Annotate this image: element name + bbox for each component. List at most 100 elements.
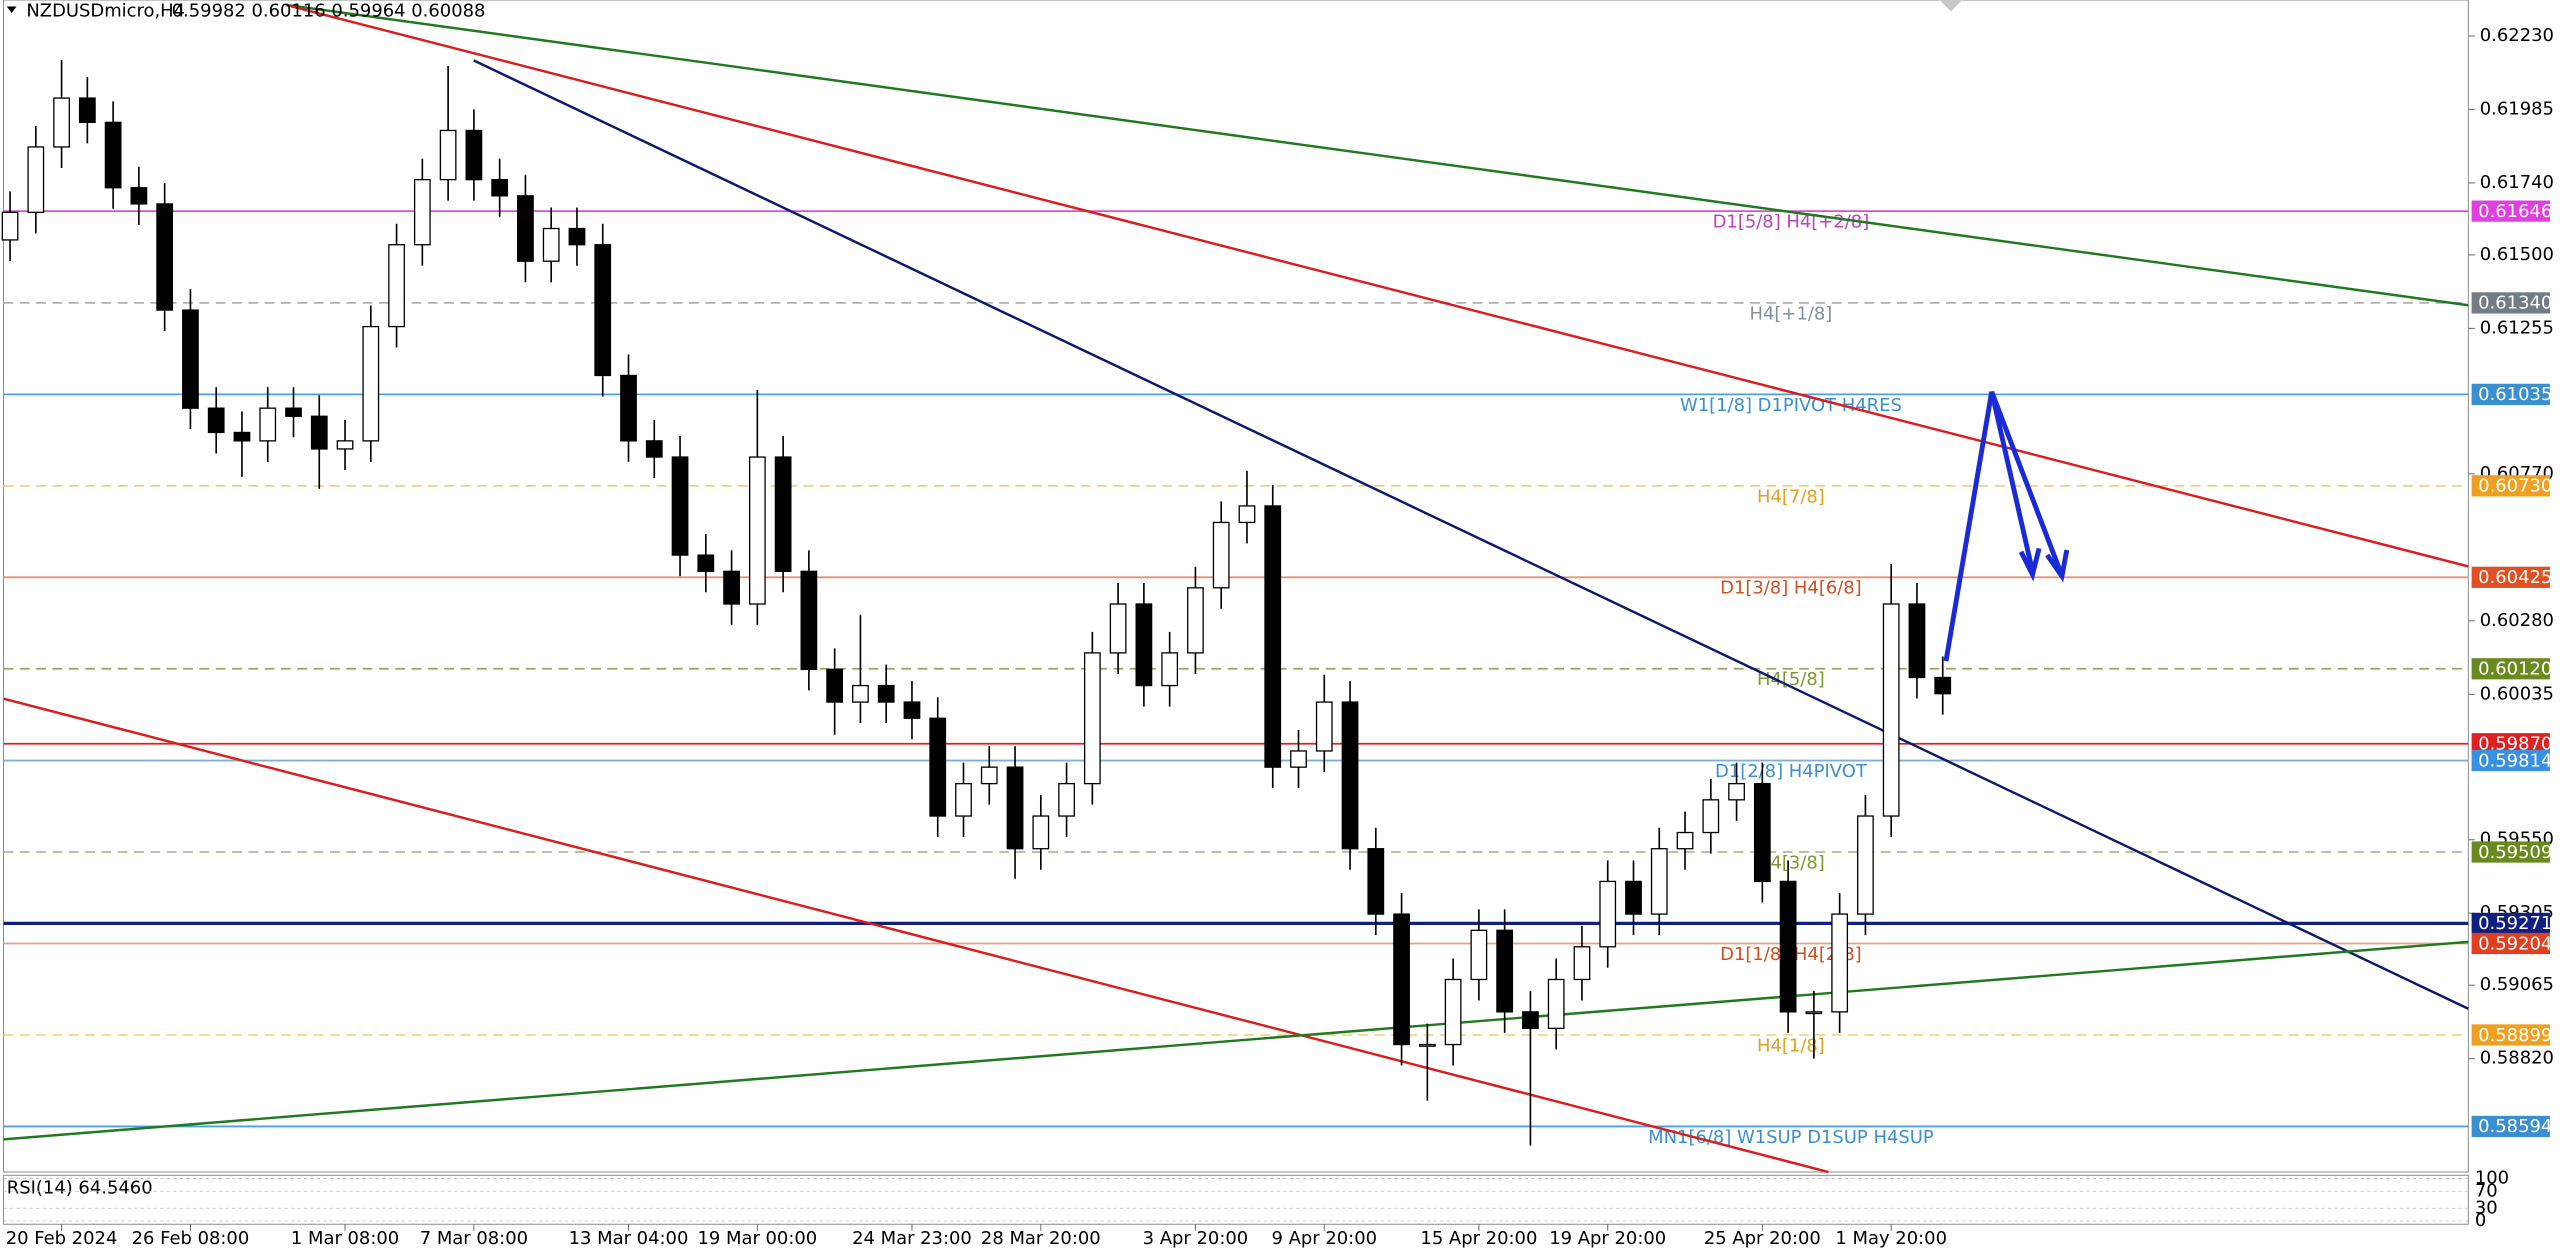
candle-body bbox=[1418, 1043, 1436, 1047]
candle-body bbox=[748, 456, 766, 605]
candle-body bbox=[852, 684, 869, 703]
candle-body bbox=[207, 407, 225, 434]
candle-body bbox=[671, 456, 689, 556]
x-tick-label: 1 May 20:00 bbox=[1835, 1228, 1947, 1249]
candle-body bbox=[1083, 652, 1101, 785]
candle-body bbox=[259, 407, 277, 442]
price-box bbox=[2471, 383, 2550, 405]
y-tick-label: 0.60035 bbox=[2480, 683, 2554, 704]
level-label: H4[+1/8] bbox=[1750, 303, 1833, 324]
candle-body bbox=[1650, 848, 1668, 915]
forecast-arrow bbox=[1943, 390, 2070, 662]
price-box-label: 0.60120 bbox=[2478, 659, 2552, 680]
y-tick-label: 0.61985 bbox=[2480, 98, 2554, 119]
candle-body bbox=[439, 129, 457, 181]
candle-body bbox=[517, 195, 534, 262]
rsi-pane bbox=[3, 1174, 2469, 1225]
arrow-path bbox=[1989, 390, 2063, 573]
level-label: H4[5/8] bbox=[1757, 669, 1825, 690]
candle-body bbox=[388, 244, 405, 328]
candle-body bbox=[1187, 587, 1204, 654]
price-box bbox=[2471, 475, 2550, 497]
x-tick-label: 28 Mar 20:00 bbox=[981, 1228, 1101, 1249]
rsi-tick-label: 100 bbox=[2475, 1168, 2509, 1189]
candle-body bbox=[1753, 782, 1771, 883]
x-tick-label: 26 Feb 08:00 bbox=[132, 1228, 250, 1249]
candle-body bbox=[1006, 766, 1024, 850]
trendline bbox=[285, 3, 2469, 568]
candle-body bbox=[1908, 603, 1926, 679]
candle-body bbox=[1831, 913, 1849, 1013]
candle-body bbox=[568, 227, 586, 246]
x-tick-label: 15 Apr 20:00 bbox=[1420, 1228, 1537, 1249]
candle-body bbox=[723, 570, 740, 605]
candle-body bbox=[1857, 815, 1874, 915]
candle-body bbox=[27, 146, 45, 213]
candle-body bbox=[1547, 978, 1565, 1030]
candle-body bbox=[310, 415, 328, 450]
price-box bbox=[2471, 932, 2550, 955]
price-box bbox=[2471, 733, 2550, 755]
candle-body bbox=[362, 325, 380, 442]
candle-body bbox=[1058, 782, 1075, 817]
level-label: D1[2/8] H4PIVOT bbox=[1715, 761, 1868, 782]
candle-body bbox=[1, 211, 19, 241]
price-box bbox=[2471, 566, 2550, 588]
ohlc: 0.59982 0.60116 0.59964 0.60088 bbox=[172, 0, 486, 21]
price-box bbox=[2471, 841, 2550, 863]
menu-marker bbox=[6, 6, 17, 14]
trendlines bbox=[3, 3, 2469, 1174]
candle-body bbox=[1470, 929, 1488, 981]
price-box-label: 0.60730 bbox=[2478, 476, 2552, 497]
candle-body bbox=[104, 121, 122, 189]
candle-body bbox=[1032, 815, 1050, 850]
trendline bbox=[285, 3, 2469, 307]
x-tick-label: 7 Mar 08:00 bbox=[420, 1228, 528, 1249]
level-label: H4[3/8] bbox=[1757, 852, 1825, 873]
candle-body bbox=[1290, 750, 1307, 768]
level-label: D1[5/8] H4[+2/8] bbox=[1713, 212, 1870, 233]
candle-body bbox=[1625, 880, 1642, 915]
price-box-label: 0.60425 bbox=[2478, 567, 2552, 588]
trendline bbox=[3, 940, 2469, 1141]
rsi-tick-label: 70 bbox=[2475, 1180, 2498, 1201]
candle-body bbox=[955, 782, 972, 817]
price-box bbox=[2471, 200, 2550, 222]
candle-body bbox=[285, 407, 302, 417]
candle-body bbox=[1882, 603, 1900, 817]
price-box-label: 0.59204 bbox=[2478, 933, 2552, 954]
candle-body bbox=[156, 203, 174, 311]
candle-body bbox=[1676, 831, 1694, 850]
price-box bbox=[2471, 292, 2550, 314]
candle-body bbox=[413, 178, 431, 246]
x-tick-label: 19 Apr 20:00 bbox=[1549, 1228, 1666, 1249]
rsi-label: RSI(14) 64.5460 bbox=[7, 1177, 153, 1198]
candle-body bbox=[1367, 848, 1385, 915]
candle-body bbox=[130, 187, 148, 205]
candle-body bbox=[1393, 913, 1410, 1046]
trendline bbox=[473, 59, 2469, 1010]
candle-body bbox=[877, 684, 895, 703]
candle-body bbox=[53, 97, 70, 148]
price-box bbox=[2471, 912, 2550, 935]
candle-body bbox=[774, 456, 792, 572]
candle-body bbox=[929, 717, 947, 817]
candles bbox=[1, 59, 1952, 1146]
candle-body bbox=[594, 244, 612, 377]
symbol: NZDUSDmicro,H4 bbox=[26, 0, 185, 21]
candle-body bbox=[1341, 701, 1359, 850]
candle-body bbox=[800, 570, 818, 671]
level-label: W1[1/8] D1PIVOT H4RES bbox=[1680, 395, 1902, 416]
x-tick-label: 25 Apr 20:00 bbox=[1704, 1228, 1821, 1249]
x-tick-label: 19 Mar 00:00 bbox=[697, 1228, 817, 1249]
level-label: H4[1/8] bbox=[1757, 1035, 1825, 1056]
candle-body bbox=[491, 178, 509, 197]
x-tick-label: 1 Mar 08:00 bbox=[291, 1228, 399, 1249]
y-tick-label: 0.59065 bbox=[2480, 974, 2554, 995]
candle-body bbox=[78, 97, 96, 124]
price-box-label: 0.61035 bbox=[2478, 384, 2552, 405]
level-label: D1[3/8] H4[6/8] bbox=[1720, 578, 1862, 599]
y-tick-label: 0.62230 bbox=[2480, 25, 2554, 46]
candle-body bbox=[336, 440, 354, 450]
candle-body bbox=[465, 129, 483, 181]
